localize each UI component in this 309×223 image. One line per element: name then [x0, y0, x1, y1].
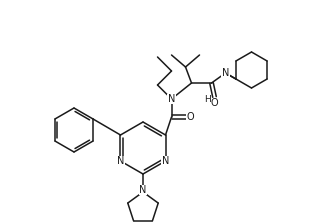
Text: N: N [168, 94, 175, 104]
Text: N: N [162, 156, 169, 166]
Text: O: O [187, 112, 194, 122]
Text: O: O [211, 98, 218, 108]
Text: H: H [204, 95, 211, 103]
Text: N: N [117, 156, 124, 166]
Text: N: N [139, 185, 147, 195]
Text: N: N [222, 68, 229, 78]
